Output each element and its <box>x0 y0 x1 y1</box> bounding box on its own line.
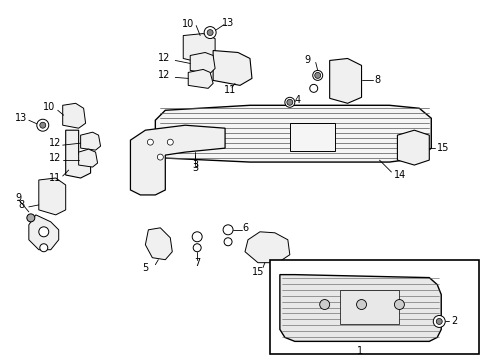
Circle shape <box>223 225 233 235</box>
Circle shape <box>193 244 201 252</box>
Text: 11: 11 <box>224 85 236 95</box>
Text: 12: 12 <box>49 138 61 148</box>
Text: 9: 9 <box>15 193 21 203</box>
Text: 12: 12 <box>158 71 170 80</box>
Circle shape <box>167 139 173 145</box>
Circle shape <box>40 122 46 128</box>
Polygon shape <box>39 178 65 215</box>
Bar <box>339 289 399 324</box>
Circle shape <box>37 119 49 131</box>
Circle shape <box>394 300 404 310</box>
Text: 6: 6 <box>242 223 247 233</box>
Circle shape <box>224 238 232 246</box>
Text: 4: 4 <box>294 95 300 105</box>
Text: 2: 2 <box>450 316 456 327</box>
Polygon shape <box>244 232 289 263</box>
Circle shape <box>286 99 292 105</box>
Circle shape <box>285 97 294 107</box>
Text: 12: 12 <box>158 54 170 63</box>
Text: 14: 14 <box>394 170 406 180</box>
Polygon shape <box>145 228 172 260</box>
Text: 15: 15 <box>251 267 264 276</box>
Polygon shape <box>29 215 59 250</box>
Text: 9: 9 <box>304 55 310 66</box>
Polygon shape <box>155 105 430 162</box>
Text: 15: 15 <box>436 143 448 153</box>
Polygon shape <box>130 125 224 195</box>
Text: 13: 13 <box>15 113 27 123</box>
Circle shape <box>309 84 317 92</box>
Bar <box>289 123 334 151</box>
Circle shape <box>157 154 163 160</box>
Text: 10: 10 <box>42 102 55 112</box>
Circle shape <box>435 319 441 324</box>
Text: 1: 1 <box>356 346 362 356</box>
Circle shape <box>356 300 366 310</box>
Text: 5: 5 <box>142 263 148 273</box>
Text: 8: 8 <box>374 75 380 85</box>
Circle shape <box>432 315 444 328</box>
Circle shape <box>203 27 216 39</box>
Text: 7: 7 <box>194 258 200 268</box>
Circle shape <box>314 72 320 78</box>
Circle shape <box>27 214 35 222</box>
Text: 13: 13 <box>222 18 234 28</box>
Text: 3: 3 <box>192 160 198 170</box>
Text: 12: 12 <box>49 153 61 163</box>
Polygon shape <box>397 130 428 165</box>
Text: 3: 3 <box>192 163 198 173</box>
Circle shape <box>192 232 202 242</box>
Text: 8: 8 <box>19 200 25 210</box>
Circle shape <box>147 139 153 145</box>
Polygon shape <box>190 53 215 73</box>
Polygon shape <box>81 132 101 150</box>
Polygon shape <box>213 50 251 85</box>
Circle shape <box>312 71 322 80</box>
Polygon shape <box>79 149 98 167</box>
Polygon shape <box>188 69 213 88</box>
Polygon shape <box>65 130 90 178</box>
Circle shape <box>39 227 49 237</box>
Bar <box>269 260 478 354</box>
Circle shape <box>40 244 48 252</box>
Polygon shape <box>62 103 85 128</box>
Polygon shape <box>279 275 440 341</box>
Circle shape <box>319 300 329 310</box>
Circle shape <box>207 30 213 36</box>
Text: 10: 10 <box>182 19 194 28</box>
Text: 11: 11 <box>49 173 61 183</box>
Polygon shape <box>329 58 361 103</box>
Polygon shape <box>183 33 215 62</box>
